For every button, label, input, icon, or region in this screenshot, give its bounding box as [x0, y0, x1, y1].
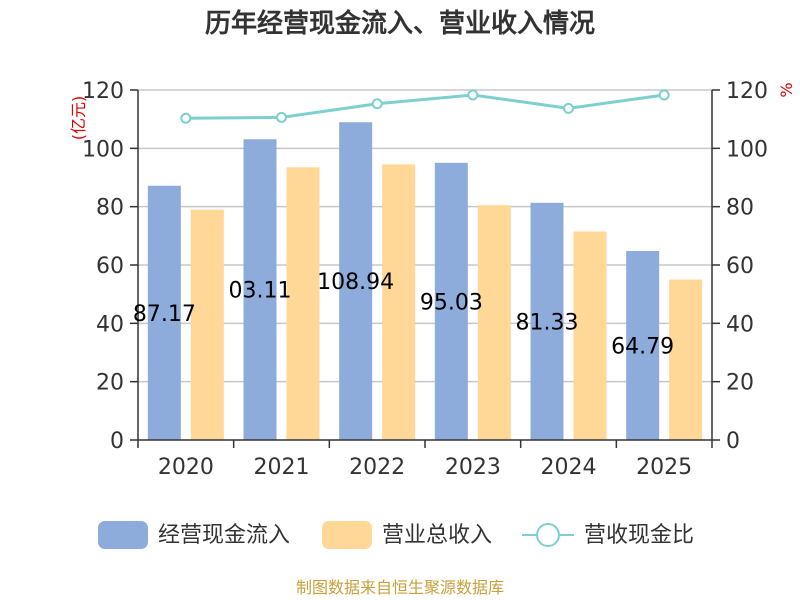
- y-right-tick-label-40: 40: [726, 312, 754, 337]
- bar-cash-inflow-2021: [243, 139, 277, 440]
- data-source-note: 制图数据来自恒生聚源数据库: [296, 578, 504, 597]
- y-left-tick-label-100: 100: [82, 137, 124, 162]
- ratio-polyline: [185, 93, 665, 120]
- y-right-tick-label-0: 0: [726, 429, 740, 454]
- y-left-tick-label-40: 40: [96, 312, 124, 337]
- x-tick-label-2020: 2020: [158, 455, 214, 480]
- y-right-tick-label-20: 20: [726, 371, 754, 396]
- ratio-point-2021: [276, 111, 287, 123]
- bar-revenue-2020: [190, 209, 224, 440]
- bar-cash-inflow-2024: [530, 202, 564, 440]
- x-tick-label-2023: 2023: [445, 455, 501, 480]
- data-label-2023: 95.03: [420, 290, 483, 315]
- data-labels: 87.17 03.11 108.94 95.03 81.33 64.79: [133, 270, 674, 359]
- bar-cash-inflow-2023: [434, 162, 468, 440]
- legend-swatch-ratio-marker: [536, 523, 560, 547]
- data-label-2022: 108.94: [317, 270, 394, 295]
- y-left-axis-label: (亿元): [69, 96, 88, 141]
- data-label-2025: 64.79: [611, 335, 674, 360]
- ratio-point-2023: [467, 89, 479, 101]
- y-right-tick-label-120: 120: [726, 79, 768, 104]
- legend: 经营现金流入 营业总收入 营收现金比: [98, 521, 694, 549]
- legend-swatch-cash-inflow: [98, 521, 148, 549]
- x-tick-label-2025: 2025: [636, 455, 692, 480]
- data-label-2021: 03.11: [229, 279, 292, 304]
- bar-cash-inflow-2025: [626, 251, 660, 440]
- ratio-point-2020: [180, 112, 192, 124]
- ratio-point-2024: [563, 102, 574, 114]
- y-right-tick-label-80: 80: [726, 196, 754, 221]
- legend-label-ratio: 营收现金比: [584, 523, 694, 548]
- ratio-point-2025: [658, 89, 670, 101]
- data-label-2020: 87.17: [133, 302, 196, 327]
- y-left-tick-label-120: 120: [82, 79, 124, 104]
- grid-lines: [138, 89, 712, 383]
- x-tick-label-2022: 2022: [349, 455, 405, 480]
- axes: 0 20 40 60 80 100 120 0 20 40 60 80 100 120 2020 2021 20…: [82, 79, 768, 480]
- y-right-tick-label-60: 60: [726, 254, 754, 279]
- legend-label-cash-inflow: 经营现金流入: [158, 523, 290, 548]
- bar-cash-inflow-2020: [147, 185, 181, 440]
- bar-revenue-2022: [382, 164, 416, 440]
- y-left-tick-label-0: 0: [110, 429, 124, 454]
- y-left-tick-label-60: 60: [96, 254, 124, 279]
- chart-title: 历年经营现金流入、营业收入情况: [205, 8, 595, 39]
- y-left-tick-label-20: 20: [96, 371, 124, 396]
- x-tick-label-2024: 2024: [541, 455, 597, 480]
- ratio-point-2022: [371, 98, 383, 110]
- legend-swatch-revenue: [322, 521, 372, 549]
- ratio-line: [180, 89, 670, 124]
- bar-revenue-2024: [573, 231, 607, 440]
- y-right-tick-label-100: 100: [726, 137, 768, 162]
- data-label-2024: 81.33: [516, 310, 579, 335]
- x-tick-label-2021: 2021: [254, 455, 310, 480]
- y-left-tick-label-80: 80: [96, 196, 124, 221]
- bar-cash-inflow-2022: [339, 122, 373, 440]
- y-right-axis-label: %: [777, 82, 796, 97]
- bar-revenue-2021: [286, 167, 320, 440]
- legend-label-revenue: 营业总收入: [382, 523, 492, 548]
- bar-revenue-2023: [477, 205, 511, 440]
- bar-revenue-2025: [669, 279, 703, 440]
- bars: [147, 122, 703, 440]
